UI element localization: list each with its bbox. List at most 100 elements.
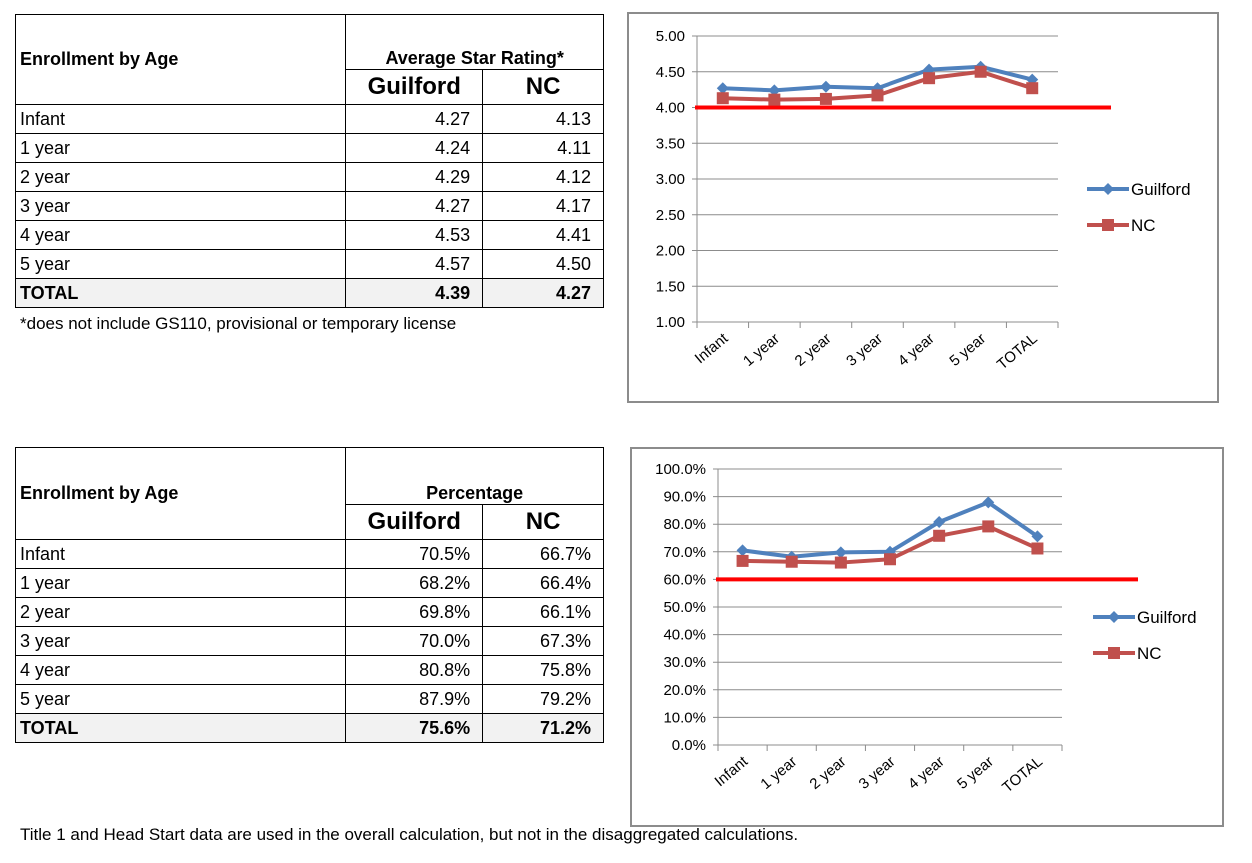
row-label: 4 year <box>14 220 347 250</box>
table-row: 3 year 4.27 4.17 <box>14 191 604 221</box>
table-row: 5 year 4.57 4.50 <box>14 249 604 279</box>
data-point <box>819 92 832 105</box>
nc-value: 66.1% <box>482 597 604 627</box>
y-tick-label: 20.0% <box>663 682 706 699</box>
row-label: 4 year <box>14 655 347 685</box>
row-header: Enrollment by Age <box>14 447 347 540</box>
legend-marker <box>1108 647 1120 659</box>
bottom-note: Title 1 and Head Start data are used in … <box>20 825 799 844</box>
guilford-value: 4.39 <box>345 278 484 308</box>
y-tick-label: 40.0% <box>663 627 706 644</box>
guilford-value: 4.27 <box>345 191 484 221</box>
table-row: Infant 4.27 4.13 <box>14 104 604 134</box>
table-row: 4 year 80.8% 75.8% <box>14 655 604 685</box>
x-tick-label: 4 year <box>905 753 948 793</box>
y-tick-label: 90.0% <box>663 489 706 506</box>
col-header-guilford: Guilford <box>345 504 484 540</box>
table-row: 1 year 68.2% 66.4% <box>14 568 604 598</box>
data-point <box>768 84 781 97</box>
nc-value: 4.17 <box>482 191 604 221</box>
row-label: TOTAL <box>14 278 347 308</box>
nc-value: 66.7% <box>482 539 604 569</box>
row-label: 3 year <box>14 626 347 656</box>
y-tick-label: 5.00 <box>656 28 685 45</box>
data-point <box>819 80 832 93</box>
data-point <box>834 546 847 559</box>
y-tick-label: 4.50 <box>656 64 685 81</box>
y-tick-label: 0.0% <box>672 737 706 754</box>
group-header: Average Star Rating* <box>345 14 604 70</box>
data-point <box>982 496 995 509</box>
data-point <box>933 529 946 542</box>
guilford-value: 69.8% <box>345 597 484 627</box>
y-tick-label: 60.0% <box>663 571 706 588</box>
data-point <box>834 556 847 569</box>
x-tick-label: 4 year <box>895 330 938 370</box>
x-tick-label: TOTAL <box>999 753 1046 796</box>
data-point <box>785 555 798 568</box>
footnote: *does not include GS110, provisional or … <box>20 314 457 333</box>
y-tick-label: 70.0% <box>663 544 706 561</box>
y-tick-label: 2.50 <box>656 207 685 224</box>
row-label: 2 year <box>14 162 347 192</box>
x-tick-label: 2 year <box>807 753 850 793</box>
row-label: Infant <box>14 539 347 569</box>
data-point <box>933 515 946 528</box>
x-tick-label: 2 year <box>792 330 835 370</box>
row-label: 1 year <box>14 568 347 598</box>
nc-value: 67.3% <box>482 626 604 656</box>
guilford-value: 4.29 <box>345 162 484 192</box>
legend-marker <box>1102 219 1114 231</box>
data-point <box>923 72 936 85</box>
col-header-nc: NC <box>482 69 604 105</box>
nc-value: 71.2% <box>482 713 604 743</box>
nc-value: 4.11 <box>482 133 604 163</box>
table-row: 3 year 70.0% 67.3% <box>14 626 604 656</box>
nc-value: 4.13 <box>482 104 604 134</box>
nc-value: 66.4% <box>482 568 604 598</box>
row-label: 5 year <box>14 249 347 279</box>
guilford-value: 68.2% <box>345 568 484 598</box>
table-row: 1 year 4.24 4.11 <box>14 133 604 163</box>
y-tick-label: 3.00 <box>656 171 685 188</box>
y-tick-label: 4.00 <box>656 100 685 117</box>
row-label: 5 year <box>14 684 347 714</box>
x-tick-label: 3 year <box>843 330 886 370</box>
row-header: Enrollment by Age <box>14 14 347 105</box>
row-label: 2 year <box>14 597 347 627</box>
nc-value: 4.12 <box>482 162 604 192</box>
guilford-value: 70.0% <box>345 626 484 656</box>
percentage-chart-svg: 0.0% 10.0% 20.0% 30.0% 40.0% 50.0% 60.0% 70.0% 8… <box>655 461 1197 796</box>
y-tick-label: 2.00 <box>656 243 685 260</box>
guilford-value: 4.53 <box>345 220 484 250</box>
star-rating-chart: 1.00 1.50 2.00 2.50 3.00 3.50 4.00 4.50 5.00 Infa… <box>627 12 1219 403</box>
y-tick-label: 30.0% <box>663 654 706 671</box>
data-point <box>884 553 896 566</box>
table-row: TOTAL 4.39 4.27 <box>14 278 604 308</box>
nc-value: 79.2% <box>482 684 604 714</box>
table-row: TOTAL 75.6% 71.2% <box>14 713 604 743</box>
x-tick-label: 1 year <box>757 753 800 793</box>
guilford-value: 87.9% <box>345 684 484 714</box>
legend-marker <box>1108 611 1120 623</box>
table-row: 2 year 4.29 4.12 <box>14 162 604 192</box>
col-header-guilford: Guilford <box>345 69 484 105</box>
x-tick-label: Infant <box>692 330 732 368</box>
legend-label: NC <box>1131 216 1156 235</box>
guilford-value: 70.5% <box>345 539 484 569</box>
guilford-value: 4.57 <box>345 249 484 279</box>
row-label: Infant <box>14 104 347 134</box>
y-tick-label: 1.50 <box>656 278 685 295</box>
percentage-chart: 0.0% 10.0% 20.0% 30.0% 40.0% 50.0% 60.0% 70.0% 8… <box>630 447 1224 827</box>
data-point <box>716 82 729 95</box>
data-point <box>1031 542 1044 555</box>
data-point <box>736 554 749 567</box>
legend-label: Guilford <box>1137 608 1197 627</box>
data-point <box>974 65 987 78</box>
nc-value: 75.8% <box>482 655 604 685</box>
data-point <box>1031 530 1044 543</box>
group-header: Percentage <box>345 447 604 505</box>
table-row: 5 year 87.9% 79.2% <box>14 684 604 714</box>
y-tick-label: 50.0% <box>663 599 706 616</box>
data-point <box>768 93 781 106</box>
